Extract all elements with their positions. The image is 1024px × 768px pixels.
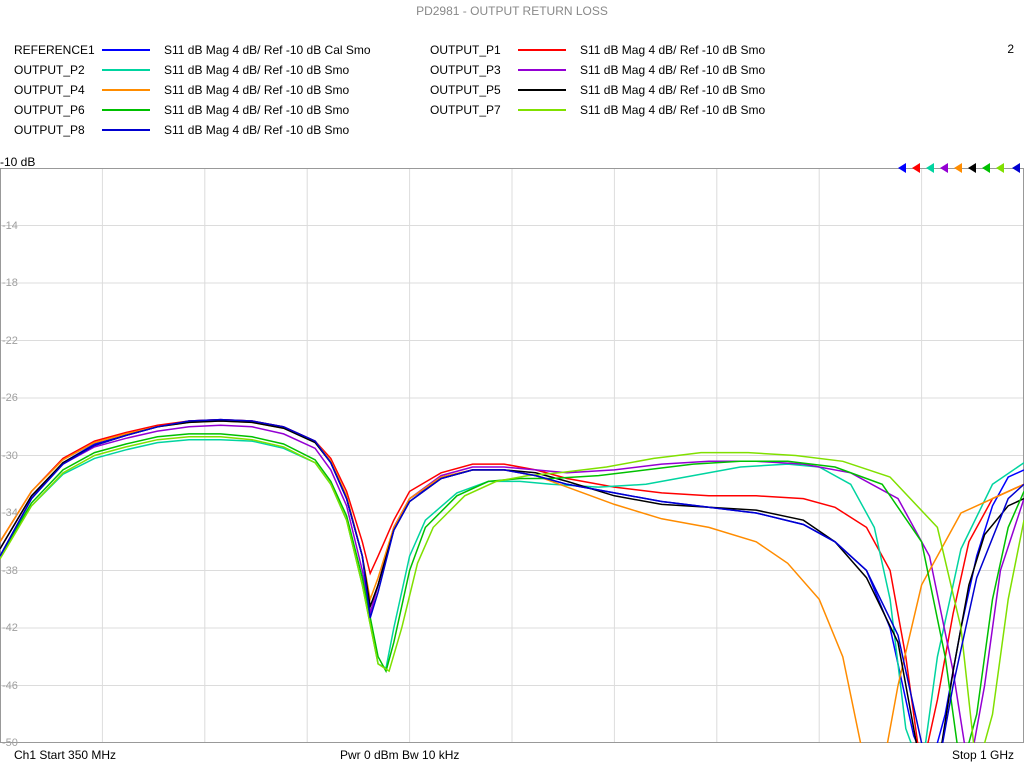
reference-marker-icon <box>954 163 962 173</box>
legend-entry-name: OUTPUT_P5 <box>430 83 518 97</box>
y-tick-label: -38 <box>2 565 18 577</box>
legend-entry-desc: S11 dB Mag 4 dB/ Ref -10 dB Smo <box>164 83 349 97</box>
legend-entry-desc: S11 dB Mag 4 dB/ Ref -10 dB Smo <box>164 103 349 117</box>
legend-swatch <box>102 129 150 131</box>
legend-entry-name: OUTPUT_P3 <box>430 63 518 77</box>
reference-marker-icon <box>968 163 976 173</box>
reference-marker-icon <box>1012 163 1020 173</box>
y-tick-label: -22 <box>2 335 18 347</box>
reference-marker-icon <box>898 163 906 173</box>
y-tick-label: -26 <box>2 392 18 404</box>
y-tick-label: -34 <box>2 507 18 519</box>
legend-swatch <box>102 109 150 111</box>
reference-marker-icon <box>926 163 934 173</box>
reference-marker-icon <box>982 163 990 173</box>
y-tick-label: -14 <box>2 220 18 232</box>
footer-start: Ch1 Start 350 MHz <box>14 748 116 762</box>
footer-stop: Stop 1 GHz <box>952 748 1014 762</box>
reference-marker-icon <box>912 163 920 173</box>
legend-swatch <box>102 89 150 91</box>
legend-swatch <box>102 69 150 71</box>
legend-entry-name: OUTPUT_P4 <box>14 83 102 97</box>
legend-entry-name: OUTPUT_P7 <box>430 103 518 117</box>
y-tick-label: -46 <box>2 680 18 692</box>
legend-entry-name: OUTPUT_P1 <box>430 43 518 57</box>
legend-entry-desc: S11 dB Mag 4 dB/ Ref -10 dB Smo <box>580 63 765 77</box>
legend-entry-desc: S11 dB Mag 4 dB/ Ref -10 dB Smo <box>580 43 765 57</box>
legend-entry-desc: S11 dB Mag 4 dB/ Ref -10 dB Cal Smo <box>164 43 371 57</box>
reference-marker-icon <box>940 163 948 173</box>
legend-entry-desc: S11 dB Mag 4 dB/ Ref -10 dB Smo <box>164 63 349 77</box>
y-tick-label: -30 <box>2 450 18 462</box>
legend-swatch <box>518 69 566 71</box>
legend-swatch <box>518 49 566 51</box>
reference-marker-icon <box>996 163 1004 173</box>
legend-entry-name: OUTPUT_P8 <box>14 123 102 137</box>
legend-entry-name: OUTPUT_P2 <box>14 63 102 77</box>
legend: REFERENCE1 S11 dB Mag 4 dB/ Ref -10 dB Ca… <box>14 40 1014 140</box>
legend-swatch <box>102 49 150 51</box>
legend-entry-desc: S11 dB Mag 4 dB/ Ref -10 dB Smo <box>580 83 765 97</box>
legend-entry-desc: S11 dB Mag 4 dB/ Ref -10 dB Smo <box>580 103 765 117</box>
legend-entry-name: REFERENCE1 <box>14 43 102 57</box>
y-tick-label: -18 <box>2 277 18 289</box>
legend-swatch <box>518 109 566 111</box>
legend-swatch <box>518 89 566 91</box>
reference-label: -10 dB <box>0 155 35 169</box>
legend-entry-desc: S11 dB Mag 4 dB/ Ref -10 dB Smo <box>164 123 349 137</box>
y-tick-label: -42 <box>2 622 18 634</box>
chart-title: PD2981 - OUTPUT RETURN LOSS <box>0 4 1024 18</box>
legend-entry-name: OUTPUT_P6 <box>14 103 102 117</box>
footer-power: Pwr 0 dBm Bw 10 kHz <box>340 748 459 762</box>
trace-number: 2 <box>1007 42 1014 56</box>
chart-plot <box>0 168 1024 743</box>
footer-bar: Ch1 Start 350 MHz Pwr 0 dBm Bw 10 kHz St… <box>0 748 1024 768</box>
